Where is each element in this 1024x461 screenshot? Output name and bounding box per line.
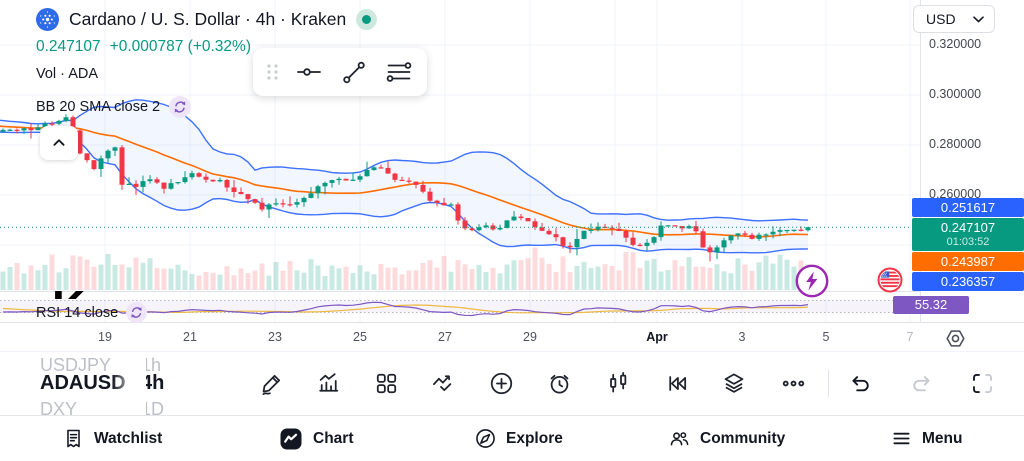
chevron-down-icon: [973, 15, 984, 22]
plus-circle-icon: [490, 372, 512, 394]
cardano-logo-icon: [36, 8, 59, 31]
chart-settings-button[interactable]: [942, 325, 968, 351]
price-axis-tick: 0.300000: [929, 87, 982, 101]
time-axis-tick: 29: [523, 330, 537, 344]
patterns-button[interactable]: [428, 368, 458, 398]
price-axis[interactable]: 0.320000 0.300000 0.280000 0.260000: [920, 0, 1024, 352]
alarm-clock-icon: [550, 374, 568, 394]
rsi-indicator-label[interactable]: RSI 14 close: [36, 304, 119, 321]
rsi-refresh-icon[interactable]: [126, 302, 148, 323]
nav-item-community[interactable]: Community: [668, 416, 785, 461]
time-axis-tick: 7: [906, 330, 914, 344]
trend-line-tool-button[interactable]: [337, 55, 370, 89]
price-line: 0.247107 +0.000787 (+0.32%): [36, 38, 251, 56]
bb-refresh-icon[interactable]: [169, 96, 192, 118]
indicators-icon: [318, 372, 338, 392]
price-chart-canvas[interactable]: [0, 0, 1024, 352]
currency-value: USD: [926, 11, 956, 27]
indicators-button[interactable]: [314, 368, 344, 398]
more-button[interactable]: [778, 368, 808, 398]
undo-button[interactable]: [845, 368, 875, 398]
undo-icon: [852, 375, 869, 391]
replay-button[interactable]: [662, 368, 692, 398]
chart-header: Cardano / U. S. Dollar · 4h · Kraken: [36, 8, 378, 31]
hamburger-menu-icon: [893, 432, 910, 445]
multi-line-icon: [386, 62, 411, 82]
bb-indicator-row: BB 20 SMA close 2: [36, 96, 192, 118]
chevron-up-icon: [53, 139, 65, 146]
redo-button[interactable]: [906, 368, 936, 398]
time-axis-tick: 19: [98, 330, 112, 344]
rsi-value-label: 55.32: [893, 296, 969, 314]
drag-handle-icon[interactable]: [265, 62, 280, 82]
bb-basis-price-label: 0.243987: [912, 252, 1024, 271]
rewind-icon: [668, 375, 686, 391]
rsi-indicator-row: RSI 14 close: [36, 302, 148, 323]
layout-button[interactable]: [371, 368, 401, 398]
time-axis-tick: 25: [353, 330, 367, 344]
floating-draw-toolbar: [253, 48, 427, 96]
layout-grid-icon: [376, 373, 396, 393]
price-axis-tick: 0.260000: [929, 187, 982, 201]
collapse-pane-button[interactable]: [40, 126, 78, 160]
current-price-label: 0.247107 01:03:52: [912, 218, 1024, 251]
community-icon: [670, 432, 689, 446]
pencil-icon: [261, 374, 280, 395]
bottom-navigation: Watchlist Chart Explore Community Menu: [0, 415, 1024, 461]
nav-item-watchlist[interactable]: Watchlist: [62, 416, 162, 461]
nav-item-menu[interactable]: Menu: [890, 416, 962, 461]
layers-icon: [724, 372, 743, 393]
time-axis-tick: 27: [438, 330, 452, 344]
compass-icon: [476, 429, 495, 448]
currency-selector[interactable]: USD: [913, 5, 995, 33]
trend-line-icon: [342, 61, 365, 84]
nav-item-explore[interactable]: Explore: [474, 416, 563, 461]
price-axis-tick: 0.320000: [929, 37, 982, 51]
picker-item-dxy[interactable]: DXY 1D: [40, 399, 165, 419]
market-status-icon[interactable]: [356, 9, 378, 30]
bb-indicator-label[interactable]: BB 20 SMA close 2: [36, 99, 161, 115]
alert-button[interactable]: [544, 368, 574, 398]
picker-item-usdjpy[interactable]: USDJPY 1h: [40, 355, 162, 375]
add-button[interactable]: [486, 368, 516, 398]
toolbar-divider: [828, 370, 829, 397]
fullscreen-icon: [972, 373, 992, 393]
draw-button[interactable]: [257, 368, 287, 398]
multi-line-tool-button[interactable]: [382, 55, 415, 89]
picker-item-adausd[interactable]: ADAUSD 4h: [40, 372, 165, 394]
time-axis-tick: 5: [822, 330, 830, 344]
symbol-title[interactable]: Cardano / U. S. Dollar · 4h · Kraken: [69, 9, 347, 29]
gear-icon: [945, 329, 965, 347]
horizontal-line-tool-button[interactable]: [292, 55, 325, 89]
time-axis-tick: Apr: [646, 330, 668, 344]
last-price: 0.247107: [36, 38, 101, 55]
chart-type-button[interactable]: [603, 368, 633, 398]
nav-item-chart[interactable]: Chart: [278, 416, 353, 461]
bb-lower-price-label: 0.236357: [912, 272, 1024, 291]
volume-indicator-label[interactable]: Vol · ADA: [36, 66, 99, 82]
fullscreen-button[interactable]: [967, 368, 997, 398]
ellipsis-icon: [782, 380, 804, 386]
time-axis[interactable]: 19 21 23 25 27 29 Apr 3 5 7: [0, 322, 1024, 352]
us-economic-event-icon[interactable]: [877, 267, 903, 293]
price-axis-tick: 0.280000: [929, 137, 982, 151]
redo-icon: [912, 375, 929, 391]
bb-upper-price-label: 0.251617: [912, 198, 1024, 217]
crypto-event-icon[interactable]: [794, 263, 830, 299]
price-change: +0.000787 (+0.32%): [109, 38, 251, 55]
time-axis-tick: 23: [268, 330, 282, 344]
time-axis-tick: 3: [738, 330, 746, 344]
horizontal-line-icon: [296, 68, 321, 76]
candles-icon: [609, 371, 626, 392]
zigzag-pattern-icon: [432, 374, 451, 391]
time-axis-tick: 21: [183, 330, 197, 344]
watchlist-icon: [67, 429, 80, 448]
chart-icon: [280, 428, 302, 449]
layers-button[interactable]: [719, 368, 749, 398]
